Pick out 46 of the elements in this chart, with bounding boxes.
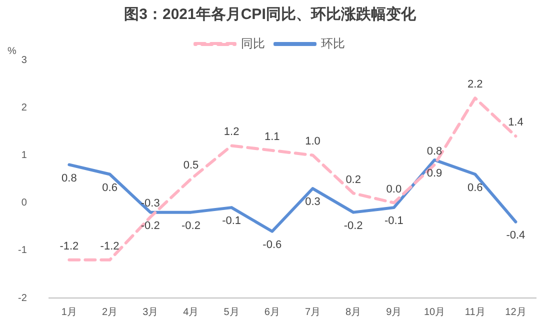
data-label: 0.9 — [426, 167, 442, 180]
data-label: 1.4 — [508, 116, 524, 129]
y-tick-label: 1 — [21, 150, 28, 161]
x-tick-label: 11月 — [464, 306, 486, 318]
y-tick-label: -2 — [18, 292, 28, 304]
data-label: 0.0 — [386, 183, 402, 196]
data-label: 0.8 — [426, 145, 442, 158]
data-label: 0.6 — [467, 182, 483, 194]
data-label: 1.0 — [305, 136, 320, 148]
x-tick-label: 2月 — [102, 306, 118, 318]
y-tick-label: 0 — [21, 198, 28, 209]
chart-title: 图3：2021年各月CPI同比、环比涨跌幅变化 — [124, 5, 417, 24]
x-tick-label: 12月 — [505, 306, 526, 318]
data-label: -0.2 — [344, 220, 363, 232]
data-label: 0.5 — [183, 160, 199, 172]
data-label: -0.1 — [222, 215, 242, 228]
data-label: 0.2 — [346, 174, 361, 186]
y-tick-label: -1 — [18, 245, 28, 256]
legend-label: 同比 — [241, 36, 265, 50]
x-tick-label: 5月 — [224, 306, 240, 318]
x-tick-label: 10月 — [424, 306, 446, 318]
data-label: 1.1 — [264, 130, 280, 143]
data-label: -0.2 — [140, 220, 160, 232]
data-label: -0.2 — [181, 220, 200, 232]
data-label: -0.1 — [384, 215, 404, 228]
data-label: 2.2 — [467, 78, 483, 91]
data-label: -1.2 — [100, 240, 120, 252]
data-label: -0.4 — [506, 229, 526, 242]
data-label: 0.8 — [62, 172, 77, 184]
data-label: -0.3 — [140, 198, 160, 210]
data-label: 0.3 — [305, 196, 320, 208]
x-tick-label: 1月 — [61, 306, 77, 318]
y-tick-label: 2 — [21, 102, 28, 114]
data-label: 1.2 — [224, 126, 240, 138]
x-tick-label: 8月 — [346, 306, 362, 318]
x-tick-label: 9月 — [386, 306, 402, 318]
x-tick-label: 3月 — [142, 306, 158, 318]
y-tick-label: 3 — [21, 54, 28, 66]
x-tick-label: 7月 — [304, 306, 321, 318]
y-axis-title: % — [8, 46, 17, 57]
data-label: 0.6 — [102, 182, 118, 194]
legend-label: 环比 — [321, 36, 345, 50]
data-label: -1.2 — [60, 240, 79, 252]
x-tick-label: 6月 — [264, 306, 280, 318]
data-label: -0.6 — [262, 238, 282, 251]
x-tick-label: 4月 — [183, 306, 199, 318]
